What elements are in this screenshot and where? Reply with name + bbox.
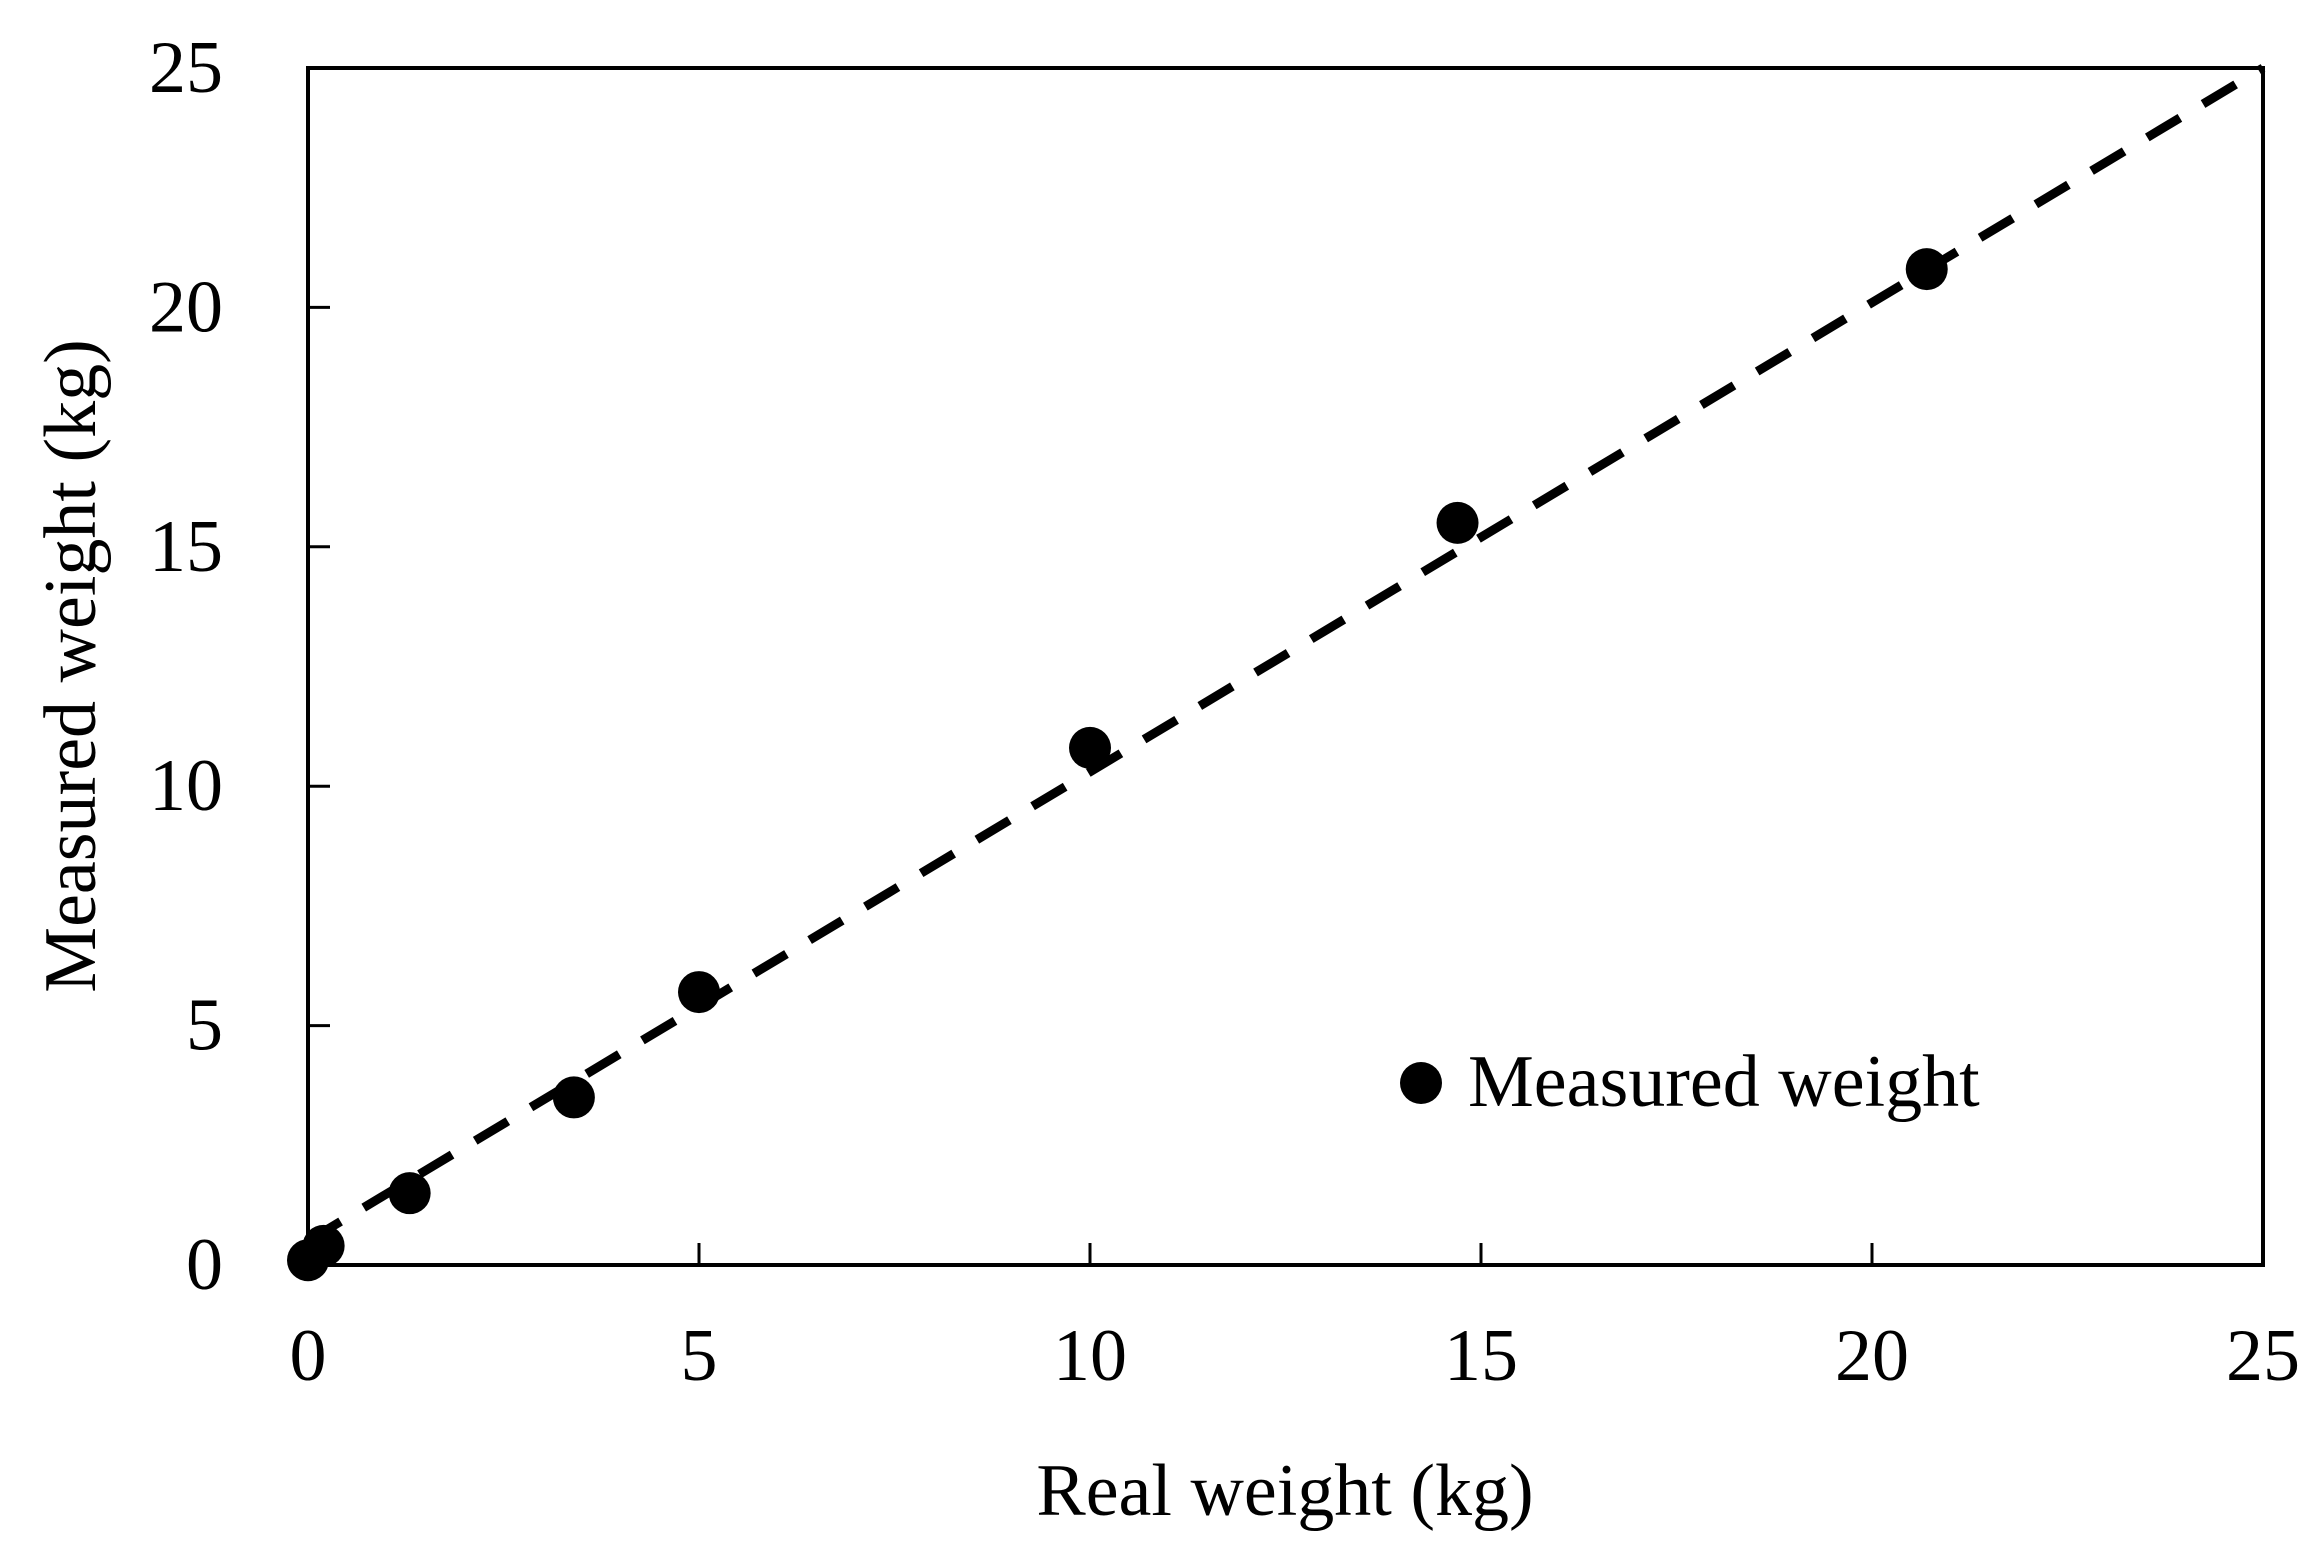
data-point	[552, 1076, 595, 1119]
data-point	[388, 1172, 431, 1215]
legend-label: Measured weight	[1468, 1041, 1980, 1123]
x-tick-label: 15	[1444, 1315, 1518, 1397]
x-tick-label: 10	[1053, 1315, 1127, 1397]
y-axis-title: Measured weight (kg)	[30, 339, 112, 992]
x-axis-ticks: 0 5 10 15 20 25	[290, 1243, 2300, 1397]
y-tick-label: 0	[186, 1224, 223, 1306]
x-axis-title: Real weight (kg)	[1036, 1450, 1533, 1532]
data-point	[678, 971, 720, 1014]
series-layer	[287, 64, 2266, 1282]
y-tick-label: 10	[149, 745, 223, 827]
y-tick-label: 15	[149, 506, 223, 588]
data-point	[1905, 248, 1948, 291]
data-point	[302, 1224, 345, 1267]
legend: Measured weight	[1400, 1041, 1980, 1123]
y-axis-ticks: 0 5 10 15 20 25	[149, 27, 330, 1306]
legend-marker	[1400, 1062, 1442, 1104]
y-tick-label: 5	[186, 985, 223, 1067]
x-tick-label: 5	[681, 1315, 718, 1397]
y-tick-label: 20	[149, 266, 223, 348]
x-tick-label: 20	[1835, 1315, 1909, 1397]
plot-frame	[306, 66, 2265, 1267]
x-tick-label: 0	[290, 1315, 327, 1397]
x-tick-label: 25	[2226, 1315, 2300, 1397]
data-point	[1069, 726, 1111, 769]
data-point	[1436, 501, 1479, 544]
y-tick-label: 25	[149, 27, 223, 109]
